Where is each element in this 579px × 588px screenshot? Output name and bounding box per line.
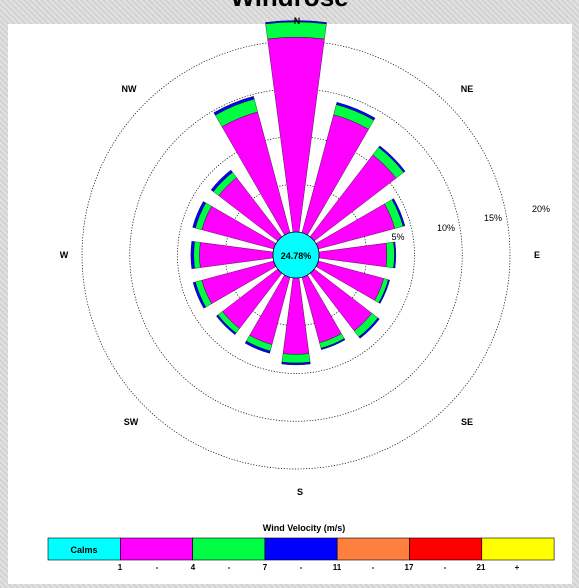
petal-ssw-series-3 <box>244 340 271 354</box>
direction-label-sw: SW <box>124 417 139 427</box>
legend-tick-label: - <box>228 563 231 572</box>
legend-tick-label: 21 <box>477 563 486 572</box>
petal-se-series-3 <box>358 317 380 339</box>
ring-label-15: 15% <box>484 213 502 223</box>
petal-wsw-series-3 <box>192 281 207 309</box>
petal-sse-series-3 <box>320 338 346 350</box>
legend-tick-label: 4 <box>191 563 196 572</box>
direction-label-w: W <box>60 250 69 260</box>
range-ring-15 <box>129 88 463 422</box>
petal-w-series-3 <box>190 241 195 269</box>
petals <box>190 20 406 366</box>
petal-sw-series-3 <box>216 314 237 335</box>
petal-e-series-3 <box>393 241 397 269</box>
legend-tick-label: - <box>372 563 375 572</box>
petal-w-series-1 <box>199 242 274 268</box>
ring-label-20: 20% <box>532 204 550 214</box>
chart-title: Windrose <box>0 0 579 13</box>
direction-label-nw: NW <box>122 84 137 94</box>
legend-tick-label: 17 <box>405 563 414 572</box>
legend-bar <box>47 537 555 561</box>
legend-tick-label: 7 <box>263 563 268 572</box>
ring-label-10: 10% <box>437 223 455 233</box>
direction-label-se: SE <box>461 417 473 427</box>
petal-w-series-2 <box>193 241 201 269</box>
petal-nnw-series-3 <box>213 96 255 116</box>
petal-ene-series-3 <box>391 198 406 227</box>
legend-swatch-7 <box>481 537 555 561</box>
direction-label-ne: NE <box>461 84 474 94</box>
legend-swatch-2 <box>120 537 193 561</box>
calm-circle <box>272 231 320 279</box>
legend-calms-label: Calms <box>70 545 97 555</box>
legend-title: Wind Velocity (m/s) <box>263 523 345 533</box>
ring-label-5: 5% <box>391 232 404 242</box>
petal-s-series-3 <box>281 361 311 366</box>
petal-ne-series-3 <box>378 145 406 173</box>
petal-e-series-2 <box>385 241 395 269</box>
legend-swatch-4 <box>264 537 338 561</box>
petal-nne-series-3 <box>336 102 376 121</box>
petal-s-series-2 <box>281 353 311 364</box>
petal-e-series-1 <box>318 242 387 268</box>
petal-wnw-series-3 <box>192 201 207 229</box>
legend-tick-label: - <box>444 563 447 572</box>
legend-swatch-6 <box>409 537 483 561</box>
direction-label-n: N <box>294 16 301 26</box>
direction-label-e: E <box>534 250 540 260</box>
legend-tick-label: 1 <box>118 563 123 572</box>
petal-nw-series-3 <box>210 169 233 192</box>
direction-label-s: S <box>297 487 303 497</box>
petal-ese-series-3 <box>378 279 390 304</box>
legend-tick-label: - <box>156 563 159 572</box>
legend-swatch-3 <box>192 537 266 561</box>
legend-tick-label: 11 <box>333 563 342 572</box>
legend-tick-label: + <box>515 563 520 572</box>
calm-label: 24.78% <box>281 251 312 261</box>
legend-swatch-5 <box>336 537 410 561</box>
petal-n-series-3 <box>265 20 327 25</box>
legend-tick-label: - <box>300 563 303 572</box>
